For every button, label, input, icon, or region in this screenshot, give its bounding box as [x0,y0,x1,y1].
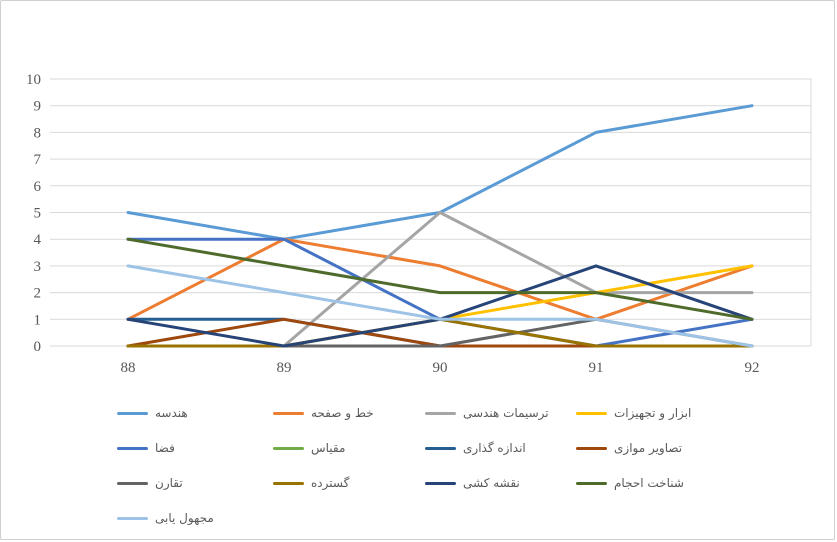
legend-line-swatch [273,481,304,485]
legend-line-swatch [576,481,607,485]
legend-item: خط و صفحه [273,404,374,422]
legend-item: مقیاس [273,439,345,457]
legend-label: مقیاس [311,441,346,455]
legend-label: خط و صفحه [311,406,374,420]
legend-item: اندازه گذاری [425,439,526,457]
y-axis-tick-label: 10 [26,72,41,88]
legend-item: تصاویر موازی [576,439,682,457]
x-axis-tick-label: 89 [277,360,292,376]
y-axis-tick-label: 8 [34,125,42,141]
y-axis-tick-label: 9 [34,99,42,115]
series-line-12 [126,264,754,348]
legend-line-swatch [117,481,148,485]
x-axis-tick-label: 88 [121,360,136,376]
legend-item: تقارن [117,474,183,492]
legend-line-swatch [117,411,148,415]
legend-line-swatch [273,446,304,450]
y-axis-tick-label: 4 [34,232,42,248]
series-line-1 [126,237,754,321]
legend-item: هندسه [117,404,188,422]
series-line-0 [126,104,754,241]
x-axis-tick-label: 91 [589,360,604,376]
series-line-8 [126,317,754,348]
legend-line-swatch [117,516,148,520]
legend-line-swatch [425,446,456,450]
y-axis-tick-label: 1 [34,312,42,328]
series-line-11 [126,237,754,321]
series-line-2 [126,211,754,348]
y-axis-tick-label: 0 [34,339,42,355]
legend-label: هندسه [155,406,188,420]
legend-item: شناخت احجام [576,474,684,492]
legend-item: ترسیمات هندسی [425,404,549,422]
legend-item: ابزار و تجهیزات [576,404,691,422]
legend-item: گسترده [273,474,349,492]
legend-label: اندازه گذاری [463,441,526,455]
legend-line-swatch [273,411,304,415]
y-axis-tick-label: 5 [34,206,42,222]
legend-line-swatch [576,446,607,450]
legend-label: شناخت احجام [614,476,684,490]
legend-label: تصاویر موازی [614,441,683,455]
y-axis-tick-label: 2 [34,286,42,302]
series-line-7 [126,317,754,348]
legend-item: نقشه کشی [425,474,520,492]
legend-line-swatch [425,481,456,485]
y-axis-tick-label: 6 [34,179,42,195]
x-axis-tick-label: 92 [745,360,760,376]
legend-label: گسترده [311,476,350,490]
legend-line-swatch [117,446,148,450]
legend-item: فضا [117,439,175,457]
legend-label: ابزار و تجهیزات [614,406,692,420]
x-axis-tick-label: 90 [433,360,448,376]
legend-label: فضا [155,441,175,455]
series-line-9 [126,317,754,348]
legend-line-swatch [576,411,607,415]
legend-item: مجهول یابی [117,509,214,527]
legend-label: مجهول یابی [155,511,214,525]
y-axis-tick-label: 3 [34,259,42,275]
legend-label: نقشه کشی [463,476,520,490]
legend-line-swatch [425,411,456,415]
y-axis-tick-label: 7 [34,152,42,168]
series-line-6 [126,317,754,348]
legend-label: ترسیمات هندسی [463,406,549,420]
legend-label: تقارن [155,476,183,490]
